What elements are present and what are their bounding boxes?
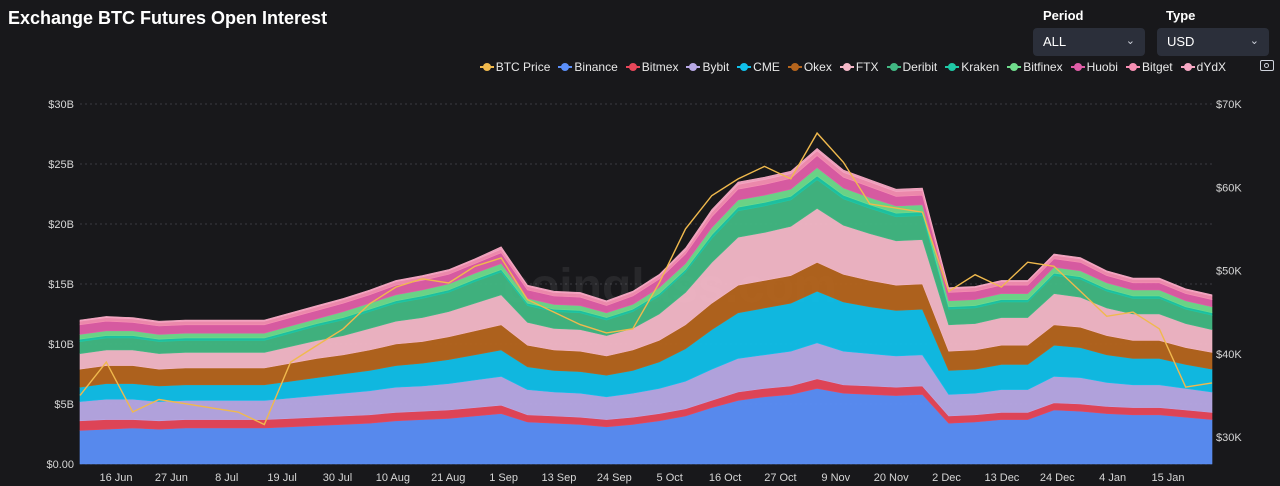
x-tick-label: 2 Dec [932, 472, 961, 484]
x-tick-label: 10 Aug [376, 472, 410, 484]
legend-swatch [1070, 63, 1085, 71]
chevron-down-icon: ⌄ [1125, 35, 1135, 47]
chevron-down-icon: ⌄ [1249, 35, 1259, 47]
x-tick-label: 1 Sep [489, 472, 518, 484]
left-tick-label: $15B [48, 279, 74, 291]
legend-swatch [839, 63, 854, 71]
right-tick-label: $70K [1216, 99, 1242, 111]
legend-swatch [787, 63, 802, 71]
x-tick-label: 13 Sep [542, 472, 577, 484]
legend-swatch [1180, 63, 1195, 71]
x-tick-label: 20 Nov [874, 472, 909, 484]
x-tick-label: 4 Jan [1099, 472, 1126, 484]
x-tick-label: 27 Jun [155, 472, 188, 484]
x-tick-label: 9 Nov [821, 472, 850, 484]
legend-swatch [479, 63, 494, 71]
legend-label: Bybit [702, 60, 730, 74]
legend-label: Huobi [1086, 60, 1118, 74]
x-tick-label: 30 Jul [323, 472, 352, 484]
type-select[interactable]: USD ⌄ [1157, 28, 1269, 56]
camera-icon[interactable] [1260, 60, 1274, 71]
x-tick-label: 24 Dec [1040, 472, 1075, 484]
legend-item-bitmex[interactable]: Bitmex [625, 60, 679, 74]
x-tick-label: 27 Oct [764, 472, 796, 484]
left-tick-label: $20B [48, 219, 74, 231]
chart-legend: BTC Price Binance Bitmex Bybit CME Okex FTX Der… [479, 60, 1226, 74]
legend-swatch [1007, 63, 1022, 71]
legend-swatch [1125, 63, 1140, 71]
legend-swatch [737, 63, 752, 71]
legend-item-deribit[interactable]: Deribit [886, 60, 938, 74]
legend-item-huobi[interactable]: Huobi [1070, 60, 1118, 74]
legend-swatch [945, 63, 960, 71]
period-label: Period [1043, 8, 1084, 23]
legend-item-kraken[interactable]: Kraken [945, 60, 1000, 74]
right-tick-label: $60K [1216, 182, 1242, 194]
legend-item-ftx[interactable]: FTX [839, 60, 879, 74]
legend-label: CME [753, 60, 780, 74]
legend-item-okex[interactable]: Okex [787, 60, 832, 74]
legend-item-dydx[interactable]: dYdX [1180, 60, 1226, 74]
right-tick-label: $40K [1216, 349, 1242, 361]
area-series-dydx [79, 148, 1213, 323]
x-tick-label: 19 Jul [267, 472, 296, 484]
type-label: Type [1166, 8, 1196, 23]
chart-title: Exchange BTC Futures Open Interest [8, 8, 328, 28]
type-value: USD [1167, 34, 1195, 49]
x-tick-label: 5 Oct [657, 472, 683, 484]
x-tick-label: 24 Sep [597, 472, 632, 484]
left-tick-label: $30B [48, 99, 74, 111]
legend-label: dYdX [1196, 60, 1226, 74]
left-tick-label: $25B [48, 159, 74, 171]
legend-label: Binance [574, 60, 618, 74]
legend-item-binance[interactable]: Binance [558, 60, 618, 74]
legend-label: Bitmex [641, 60, 679, 74]
left-tick-label: $0.00 [46, 459, 74, 471]
legend-swatch [558, 63, 573, 71]
line-series-btc-price [79, 131, 1213, 426]
right-tick-label: $50K [1216, 266, 1242, 278]
x-tick-label: 8 Jul [215, 472, 238, 484]
legend-label: Okex [803, 60, 832, 74]
right-tick-label: $30K [1216, 432, 1242, 444]
legend-label: Kraken [961, 60, 1000, 74]
x-tick-label: 13 Dec [984, 472, 1019, 484]
legend-item-btc-price[interactable]: BTC Price [479, 60, 551, 74]
legend-label: BTC Price [495, 60, 551, 74]
legend-label: Bitget [1141, 60, 1173, 74]
legend-swatch [886, 63, 901, 71]
legend-item-bitfinex[interactable]: Bitfinex [1007, 60, 1063, 74]
left-tick-label: $10B [48, 339, 74, 351]
legend-item-cme[interactable]: CME [737, 60, 780, 74]
x-tick-label: 15 Jan [1151, 472, 1184, 484]
period-select[interactable]: ALL ⌄ [1033, 28, 1145, 56]
legend-label: FTX [855, 60, 879, 74]
legend-item-bitget[interactable]: Bitget [1125, 60, 1173, 74]
left-tick-label: $5B [54, 399, 74, 411]
legend-item-bybit[interactable]: Bybit [686, 60, 730, 74]
legend-label: Bitfinex [1023, 60, 1063, 74]
legend-swatch [625, 63, 640, 71]
period-value: ALL [1043, 34, 1067, 49]
x-tick-label: 16 Jun [99, 472, 132, 484]
legend-label: Deribit [902, 60, 938, 74]
legend-swatch [686, 63, 701, 71]
x-tick-label: 21 Aug [431, 472, 465, 484]
x-tick-label: 16 Oct [709, 472, 741, 484]
